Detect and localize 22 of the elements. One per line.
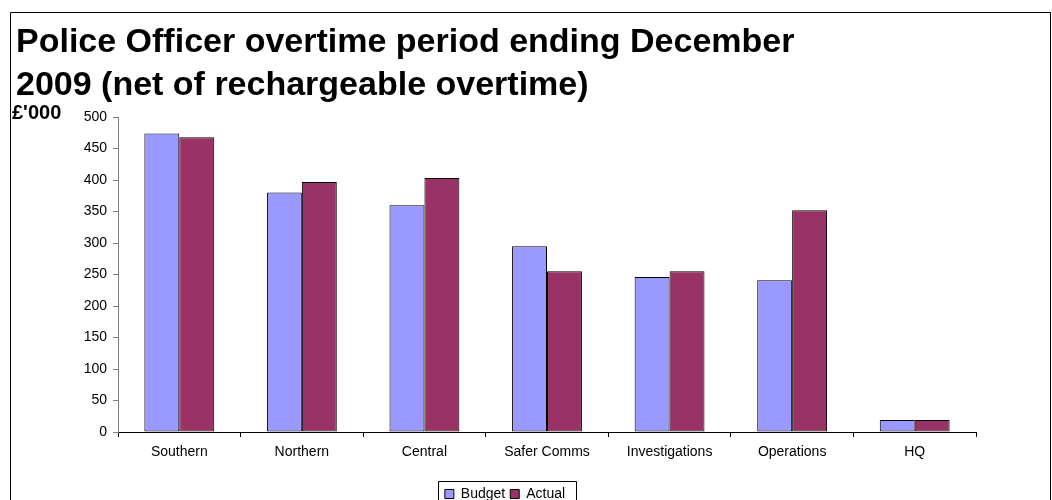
- y-tick-label: 100: [83, 359, 108, 376]
- chart-title: Police Officer overtime period ending December 2009 (net of rechargeable overtime): [16, 20, 796, 104]
- x-tick-label: HQ: [904, 443, 926, 460]
- x-tick-label: Investigations: [626, 443, 713, 460]
- y-tick-label: 400: [83, 170, 108, 187]
- x-tick-label: Operations: [757, 443, 827, 460]
- x-tick-label: Safer Comms: [504, 443, 590, 460]
- y-tick-label: 50: [91, 391, 108, 408]
- y-tick-label: 200: [83, 296, 108, 313]
- y-axis-title: £'000: [12, 101, 62, 123]
- x-tick-label: Southern: [150, 443, 208, 460]
- y-tick-label: 350: [83, 202, 108, 219]
- legend-label: Budget: [460, 484, 506, 500]
- x-tick-label: Central: [401, 443, 447, 460]
- y-tick-label: 250: [83, 265, 108, 282]
- y-tick-label: 150: [83, 328, 108, 345]
- y-tick-label: 300: [83, 233, 108, 250]
- legend-label: Actual: [526, 484, 566, 500]
- y-tick-label: 450: [83, 139, 108, 156]
- y-tick-label: 0: [99, 422, 108, 439]
- y-tick-label: 500: [83, 107, 108, 124]
- x-tick-label: Northern: [274, 443, 330, 460]
